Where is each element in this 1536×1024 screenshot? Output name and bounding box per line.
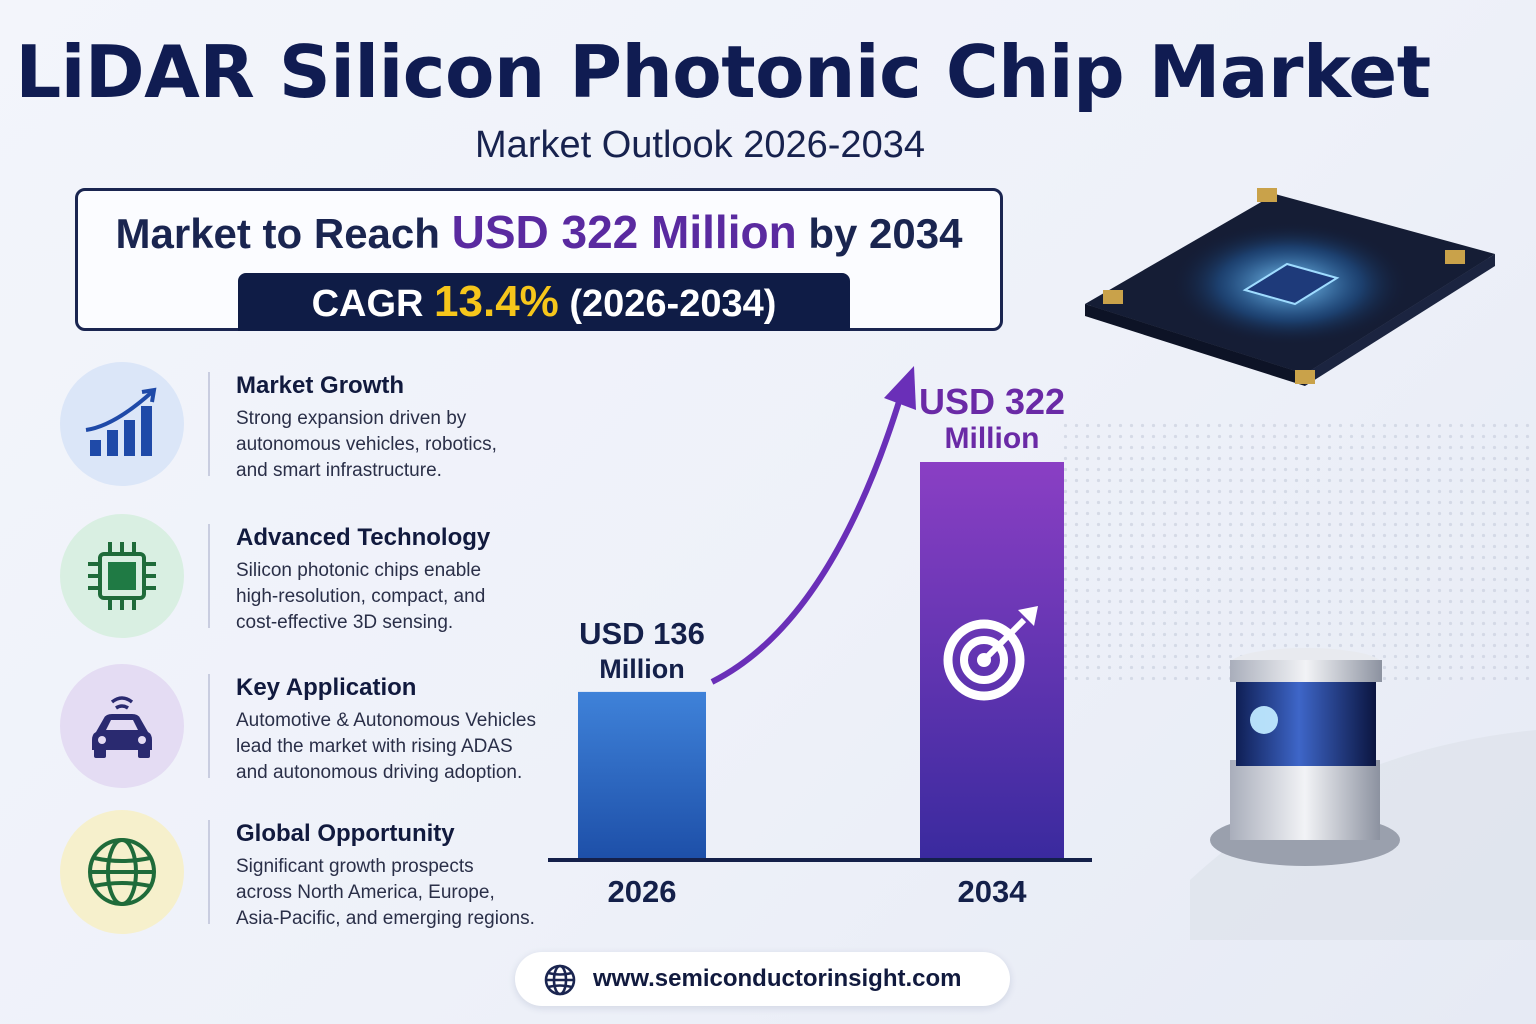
- feature-key-application: Key Application Automotive & Autonomous …: [60, 664, 570, 794]
- cagr-value: 13.4%: [434, 277, 559, 326]
- chip-icon: [60, 514, 184, 638]
- feature-market-growth: Market Growth Strong expansion driven by…: [60, 362, 570, 492]
- feature-desc-line: across North America, Europe,: [236, 882, 495, 903]
- world-map-dots: [1060, 420, 1536, 680]
- feature-title: Key Application: [236, 674, 417, 701]
- feature-description: Silicon photonic chips enable high-resol…: [236, 558, 566, 636]
- page-subtitle: Market Outlook 2026-2034: [475, 124, 925, 166]
- headline-box: Market to Reach USD 322 Million by 2034 …: [75, 188, 1003, 331]
- feature-desc-line: lead the market with rising ADAS: [236, 736, 513, 757]
- feature-desc-line: Silicon photonic chips enable: [236, 560, 482, 581]
- growth-chart-icon: [60, 362, 184, 486]
- cagr-banner: CAGR 13.4% (2026-2034): [238, 273, 850, 331]
- data-label-unit: Million: [599, 654, 684, 684]
- feature-desc-line: and smart infrastructure.: [236, 460, 442, 481]
- feature-desc-line: Asia-Pacific, and emerging regions.: [236, 908, 535, 929]
- page-title: LiDAR Silicon Photonic Chip Market: [15, 30, 1431, 114]
- cagr-period: (2026-2034): [569, 283, 777, 325]
- feature-title: Global Opportunity: [236, 820, 455, 847]
- cagr-label: CAGR: [311, 283, 424, 325]
- growth-arrow-head: [884, 366, 916, 410]
- target-icon-ring: [960, 636, 1008, 684]
- data-label-value: USD 322: [919, 381, 1065, 422]
- lidar-sensor-illustration: [1190, 648, 1536, 940]
- feature-desc-line: and autonomous driving adoption.: [236, 762, 523, 783]
- feature-title: Advanced Technology: [236, 524, 491, 551]
- feature-description: Strong expansion driven by autonomous ve…: [236, 406, 566, 484]
- globe-icon: [60, 810, 184, 934]
- feature-divider: [208, 372, 210, 476]
- feature-description: Significant growth prospects across Nort…: [236, 854, 566, 932]
- feature-divider: [208, 674, 210, 778]
- website-footer: www.semiconductorinsight.com: [515, 952, 1010, 1006]
- headline-value: USD 322 Million: [451, 206, 797, 258]
- growth-arrow: [710, 391, 905, 685]
- feature-divider: [208, 820, 210, 924]
- feature-desc-line: autonomous vehicles, robotics,: [236, 434, 497, 455]
- target-arrow-head: [1018, 606, 1038, 626]
- globe-icon: [544, 964, 576, 996]
- feature-advanced-technology: Advanced Technology Silicon photonic chi…: [60, 514, 570, 644]
- data-label-unit: Million: [945, 422, 1040, 455]
- website-url-link[interactable]: www.semiconductorinsight.com: [593, 965, 962, 992]
- photonic-chip-illustration: [1085, 188, 1495, 386]
- feature-global-opportunity: Global Opportunity Significant growth pr…: [60, 810, 570, 940]
- headline-suffix: by 2034: [808, 210, 963, 257]
- feature-desc-line: high-resolution, compact, and: [236, 586, 486, 607]
- target-icon: [943, 619, 1025, 701]
- feature-description: Automotive & Autonomous Vehicles lead th…: [236, 708, 566, 786]
- data-label-value: USD 136: [579, 616, 705, 651]
- bar-2034: [920, 462, 1064, 860]
- car-icon: [60, 664, 184, 788]
- feature-desc-line: Strong expansion driven by: [236, 408, 467, 429]
- feature-desc-line: Significant growth prospects: [236, 856, 474, 877]
- feature-desc-line: cost-effective 3D sensing.: [236, 612, 454, 633]
- headline: Market to Reach USD 322 Million by 2034: [78, 205, 1000, 259]
- target-arrow: [981, 617, 1027, 663]
- bar-2026: [578, 691, 706, 860]
- x-tick-label: 2034: [958, 874, 1028, 909]
- headline-prefix: Market to Reach: [115, 210, 440, 257]
- feature-divider: [208, 524, 210, 628]
- x-tick-label: 2026: [608, 874, 677, 909]
- feature-desc-line: Automotive & Autonomous Vehicles: [236, 710, 536, 731]
- feature-title: Market Growth: [236, 372, 405, 399]
